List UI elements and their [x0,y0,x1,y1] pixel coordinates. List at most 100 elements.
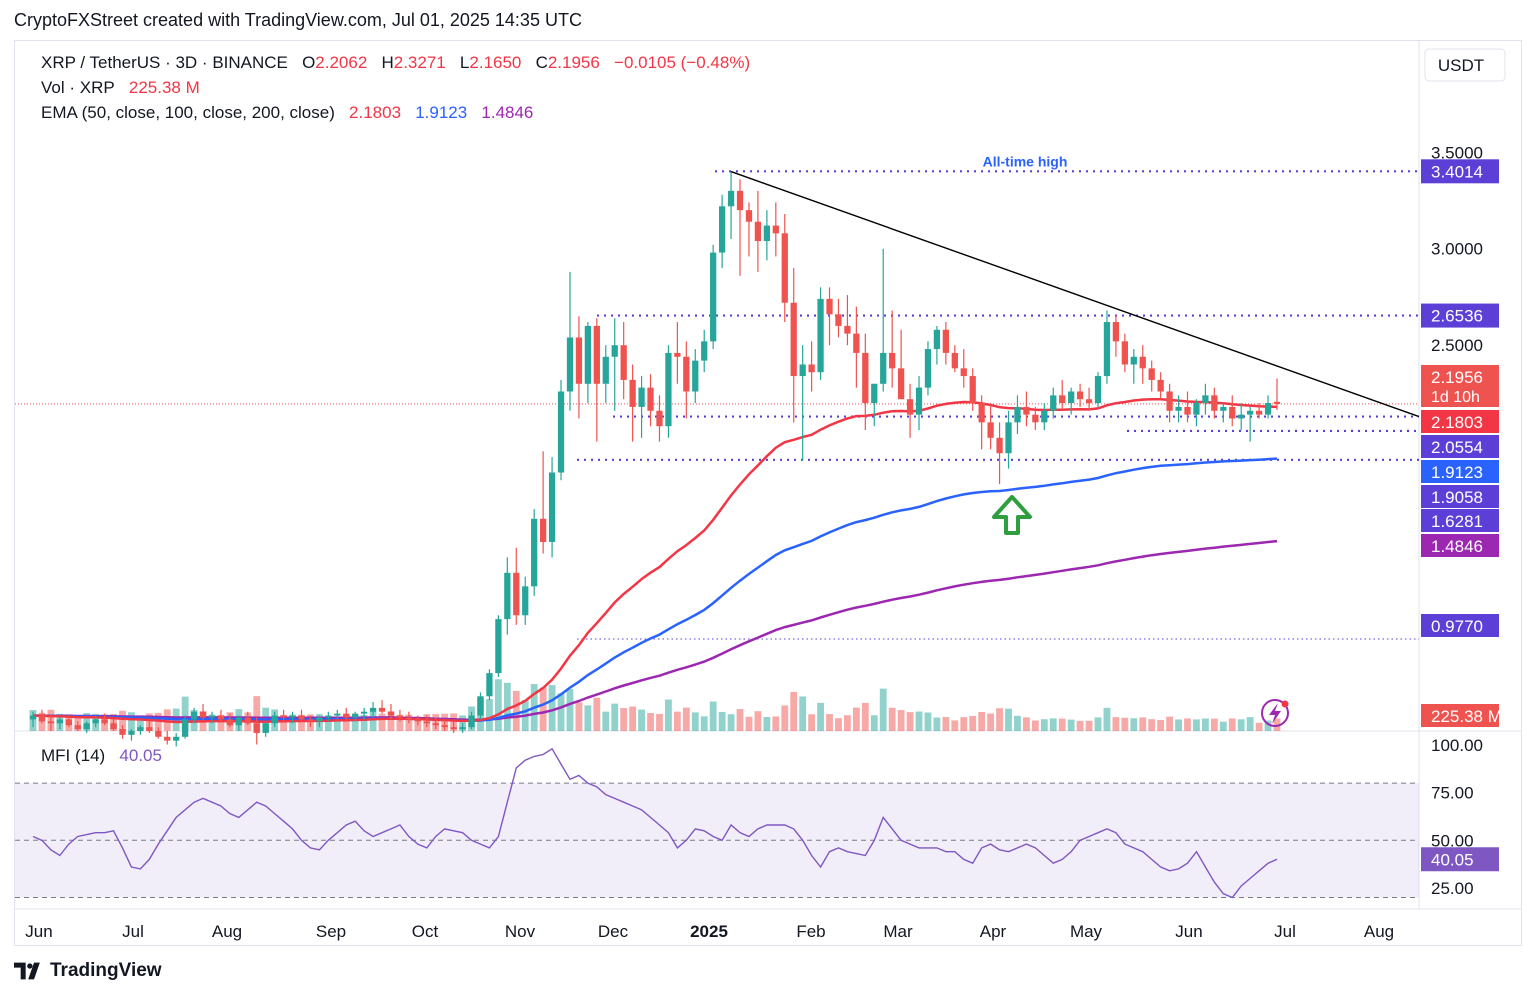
volume-bar [369,711,377,731]
volume-bar [638,709,645,731]
candle-body [638,387,645,407]
candle-body [754,221,762,242]
price-chart-canvas[interactable]: All-time high USDT 3.5000 3.0000 2.5000 2.195… [15,41,1521,945]
volume-bar [1076,720,1084,731]
candle-body [513,572,520,616]
volume-bar [333,716,341,731]
candle-body [942,329,949,353]
candle-body [880,352,887,384]
volume-bar [1005,708,1012,731]
ema50-line [32,397,1278,724]
candle-body [1193,403,1200,415]
mfi-value: 40.05 [119,746,162,765]
candle-body [692,360,699,392]
candle-body [450,727,457,730]
candle-body [486,673,493,697]
volume-bar [1273,718,1281,731]
volume-bar [978,711,986,731]
price-tag [1421,435,1499,458]
volume-bar [1166,716,1174,731]
ema-legend: EMA (50, close, 100, close, 200, close) … [41,103,533,123]
volume-bar [960,717,968,731]
high-label: H [381,53,394,72]
candle-body [414,719,421,722]
volume-bar [486,699,493,731]
volume-bar [1237,719,1245,731]
candle-body [1023,406,1030,415]
chart-header: CryptoFXStreet created with TradingView.… [14,10,582,30]
candle-body [173,736,180,741]
volume-bar [387,711,395,731]
footer-brand: TradingView [14,960,162,982]
close-value: 2.1956 [547,53,600,72]
price-tag-label: 2.1956 [1431,368,1483,387]
candle-body [1112,322,1120,342]
time-axis-label: Jul [122,922,144,941]
volume-bar [682,707,690,731]
candle-body [262,723,269,733]
candle-body [683,356,690,392]
candle-body [235,717,242,726]
candle-body [566,337,574,392]
candle-body [271,715,278,724]
alert-dot [1281,700,1289,708]
price-tag [1421,509,1499,532]
price-tag-label: 2.1803 [1431,413,1483,432]
candle-body [253,723,260,733]
candle-body [1229,406,1236,419]
volume-bar [217,714,225,731]
time-axis-label: Feb [796,922,825,941]
volume-bar [1103,707,1111,731]
candle-body [1247,410,1254,415]
symbol-label[interactable]: XRP / TetherUS · 3D · BINANCE [41,53,288,72]
volume-bar [673,711,681,731]
candle-body [298,715,305,720]
volume-bar [1130,718,1138,731]
candle-body [217,715,225,720]
volume-bar [575,702,583,731]
candle-body [137,727,144,731]
volume-bar [1112,717,1120,731]
volume-bar [763,716,771,731]
volume-bar [906,712,914,731]
candle-body [369,707,377,712]
candle-body [897,368,905,400]
volume-bar [119,710,126,731]
currency-button[interactable] [1424,48,1506,82]
time-axis-label: Mar [883,922,913,941]
candle-body [1166,391,1173,411]
candle-body [92,719,99,724]
candle-body [915,387,923,415]
volume-bar [1184,718,1191,731]
volume-bar [620,708,628,731]
candle-body [1085,399,1093,404]
volume-bar [844,715,851,731]
mfi-label[interactable]: MFI (14) [41,746,106,765]
volume-bar [1094,717,1102,731]
ema100-value: 1.9123 [415,103,468,122]
price-tag-label: 1.6281 [1431,512,1483,531]
volume-label[interactable]: Vol · XRP [41,78,115,97]
candle-body [1014,406,1021,423]
candle-body [710,252,717,342]
candle-body [889,352,896,369]
candle-body [960,368,967,377]
volume-bar [566,689,574,731]
candle-body [56,719,63,724]
volume-bar [351,716,359,731]
time-axis-label: Jun [25,922,52,941]
ema-label[interactable]: EMA (50, close, 100, close, 200, close) [41,103,335,122]
volume-bar [861,702,869,731]
price-tag-label: 1.9123 [1431,463,1483,482]
candle-body [808,364,815,373]
ema100-line [32,457,1278,722]
price-tag-label: 2.6536 [1431,307,1483,326]
mfi-axis-tick-label: 25.00 [1431,879,1474,898]
volume-bar [718,711,726,731]
volume-bar [772,716,780,731]
support-bounce-up-arrow-icon [992,494,1032,535]
volume-legend: Vol · XRP 225.38 M [41,78,200,98]
volume-bar [324,716,332,731]
candle-body [736,190,744,211]
candle-body [29,715,37,720]
